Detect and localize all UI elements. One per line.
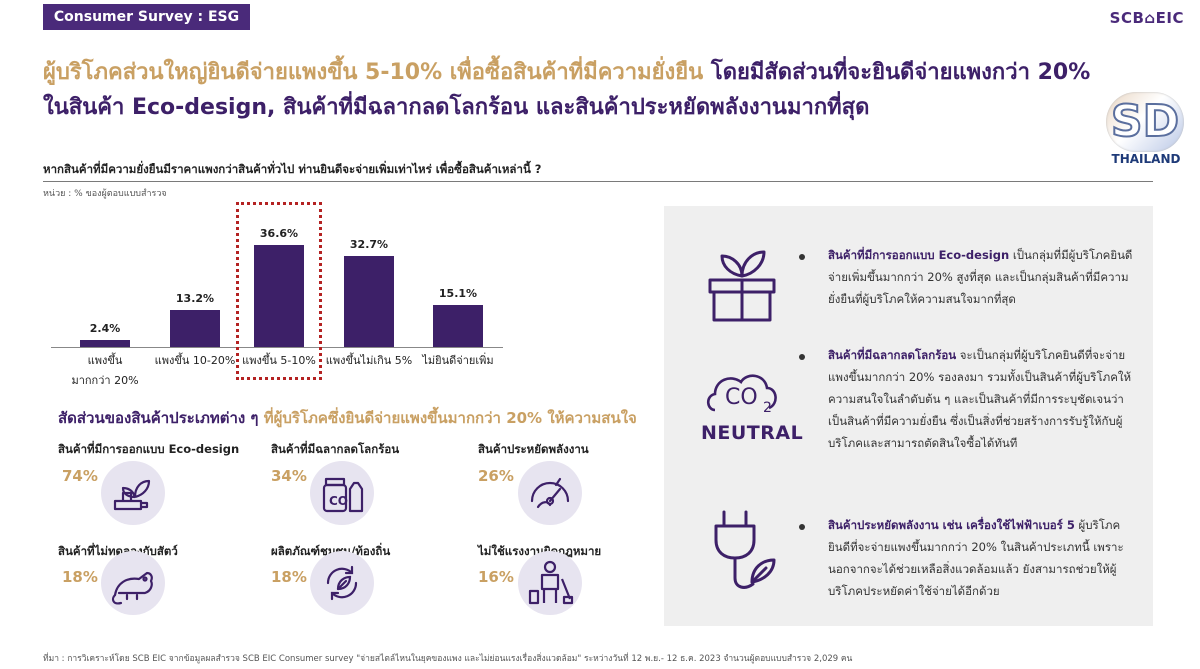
subhead-part-2: ที่ผู้บริโภคซึ่งยินดีจ่ายแพงขึ้นมากกว่า …: [263, 409, 637, 427]
plant-bottle-icon: [101, 461, 165, 525]
bar-3: [344, 256, 394, 347]
neutral-icon-text: NEUTRAL: [701, 422, 804, 444]
bar-value-label-3: 32.7%: [349, 238, 389, 251]
x-tick-label-2: แพงขึ้น 5-10%: [242, 354, 316, 367]
plug-leaf-icon: [714, 510, 776, 589]
panel-bold-eco-design: สินค้าที่มีการออกแบบ Eco-design: [828, 248, 1010, 262]
headline-line-2: ในสินค้า Eco-design, สินค้าที่มีฉลากลดโล…: [43, 95, 870, 120]
brand-logo: SCB⌂EIC: [1109, 9, 1184, 27]
category-label-eco-design: สินค้าที่มีการออกแบบ Eco-design: [58, 442, 240, 456]
eco-jar-icon: CO: [310, 461, 374, 525]
question-divider: [43, 181, 1153, 182]
category-label-legal-labor: ไม่ใช้แรงงานผิดกฎหมาย: [478, 544, 602, 558]
bar-value-label-4: 15.1%: [438, 287, 478, 300]
insights-panel: CO 2 NEUTRAL สินค้าที่มีการออกแบบ Eco-de…: [664, 206, 1153, 626]
unit-label: หน่วย : % ของผู้ตอบแบบสำรวจ: [43, 189, 167, 199]
bar-0: [80, 340, 130, 347]
svg-text:CO: CO: [329, 494, 348, 508]
panel-text-carbon-label: สินค้าที่มีฉลากลดโลกร้อน จะเป็นกลุ่มที่ผ…: [828, 344, 1134, 454]
logo-text: THAILAND: [1111, 152, 1181, 166]
co2-neutral-icon: CO 2: [706, 374, 777, 416]
panel-rest-carbon-label: จะเป็นกลุ่มที่ผู้บริโภคยินดีที่จะจ่ายแพง…: [828, 348, 1132, 450]
bar-chart: 2.4% แพงขึ้น มากกว่า 20% 13.2% แพงขึ้น 10-20…: [43, 195, 513, 395]
recycle-leaf-icon: [310, 551, 374, 615]
x-tick-label-3: แพงขึ้นไม่เกิน 5%: [325, 354, 413, 367]
svg-text:CO: CO: [725, 385, 758, 410]
bullet-3: [799, 524, 805, 530]
subhead-part-1: สัดส่วนของสินค้าประเภทต่าง ๆ: [58, 409, 259, 427]
panel-bold-carbon-label: สินค้าที่มีฉลากลดโลกร้อน: [828, 348, 957, 362]
svg-text:2: 2: [763, 400, 772, 416]
rat-icon: [101, 551, 165, 615]
panel-bold-energy: สินค้าประหยัดพลังงาน เช่น เครื่องใช้ไฟฟ้…: [828, 518, 1075, 532]
category-label-energy: สินค้าประหยัดพลังงาน: [478, 442, 589, 456]
category-label-community: ผลิตภัณฑ์ชุมชน/ท้องถิ่น: [271, 544, 391, 558]
bullet-2: [799, 354, 805, 360]
panel-text-eco-design: สินค้าที่มีการออกแบบ Eco-design เป็นกลุ่…: [828, 244, 1134, 310]
bar-value-label-0: 2.4%: [89, 322, 121, 335]
sd-thailand-logo: SD THAILAND: [1100, 92, 1192, 170]
panel-rest-eco-design: เป็นกลุ่มที่มีผู้บริโภคยินดีจ่ายเพิ่มขึ้…: [828, 248, 1133, 306]
gift-plant-icon: [708, 250, 776, 322]
headline-line-1: ผู้บริโภคส่วนใหญ่ยินดีจ่ายแพงขึ้น 5-10% …: [43, 58, 1090, 88]
category-pct-cruelty-free: 18%: [62, 568, 98, 586]
category-pct-legal-labor: 16%: [478, 568, 514, 586]
category-pct-energy: 26%: [478, 467, 514, 485]
worker-icon: [518, 551, 582, 615]
logo-circle: [1106, 92, 1184, 152]
chart-baseline: [51, 347, 503, 348]
headline-gold-text: ผู้บริโภคส่วนใหญ่ยินดีจ่ายแพงขึ้น 5-10% …: [43, 60, 704, 85]
section-tag: Consumer Survey : ESG: [43, 4, 250, 30]
source-footnote: ที่มา : การวิเคราะห์โดย SCB EIC จากข้อมู…: [43, 654, 853, 664]
panel-rest-energy: ผู้บริโภคยินดีที่จะจ่ายแพงขึ้นมากกว่า 20…: [828, 518, 1124, 598]
panel-text-energy: สินค้าประหยัดพลังงาน เช่น เครื่องใช้ไฟฟ้…: [828, 514, 1134, 602]
bar-value-label-2: 36.6%: [259, 227, 299, 240]
x-tick-label-1: แพงขึ้น 10-20%: [154, 354, 236, 367]
bar-1: [170, 310, 220, 347]
energy-gauge-icon: [518, 461, 582, 525]
bar-value-label-1: 13.2%: [175, 292, 215, 305]
category-pct-community: 18%: [271, 568, 307, 586]
survey-question: หากสินค้าที่มีความยั่งยืนมีราคาแพงกว่าสิ…: [43, 162, 542, 176]
highlight-box: [236, 202, 322, 380]
headline-purple-text: โดยมีสัดส่วนที่จะยินดีจ่ายแพงกว่า 20%: [710, 60, 1091, 85]
x-tick-label-0: แพงขึ้น มากกว่า 20%: [71, 354, 139, 387]
category-pct-eco-design: 74%: [62, 467, 98, 485]
categories-subhead: สัดส่วนของสินค้าประเภทต่าง ๆ ที่ผู้บริโภ…: [58, 406, 637, 430]
bullet-1: [799, 254, 805, 260]
x-tick-label-4: ไม่ยินดีจ่ายเพิ่ม: [422, 354, 494, 367]
category-label-carbon-label: สินค้าที่มีฉลากลดโลกร้อน: [271, 442, 400, 456]
bar-4: [433, 305, 483, 347]
logo-letters: SD: [1110, 95, 1180, 148]
bar-2: [254, 245, 304, 347]
category-pct-carbon-label: 34%: [271, 467, 307, 485]
